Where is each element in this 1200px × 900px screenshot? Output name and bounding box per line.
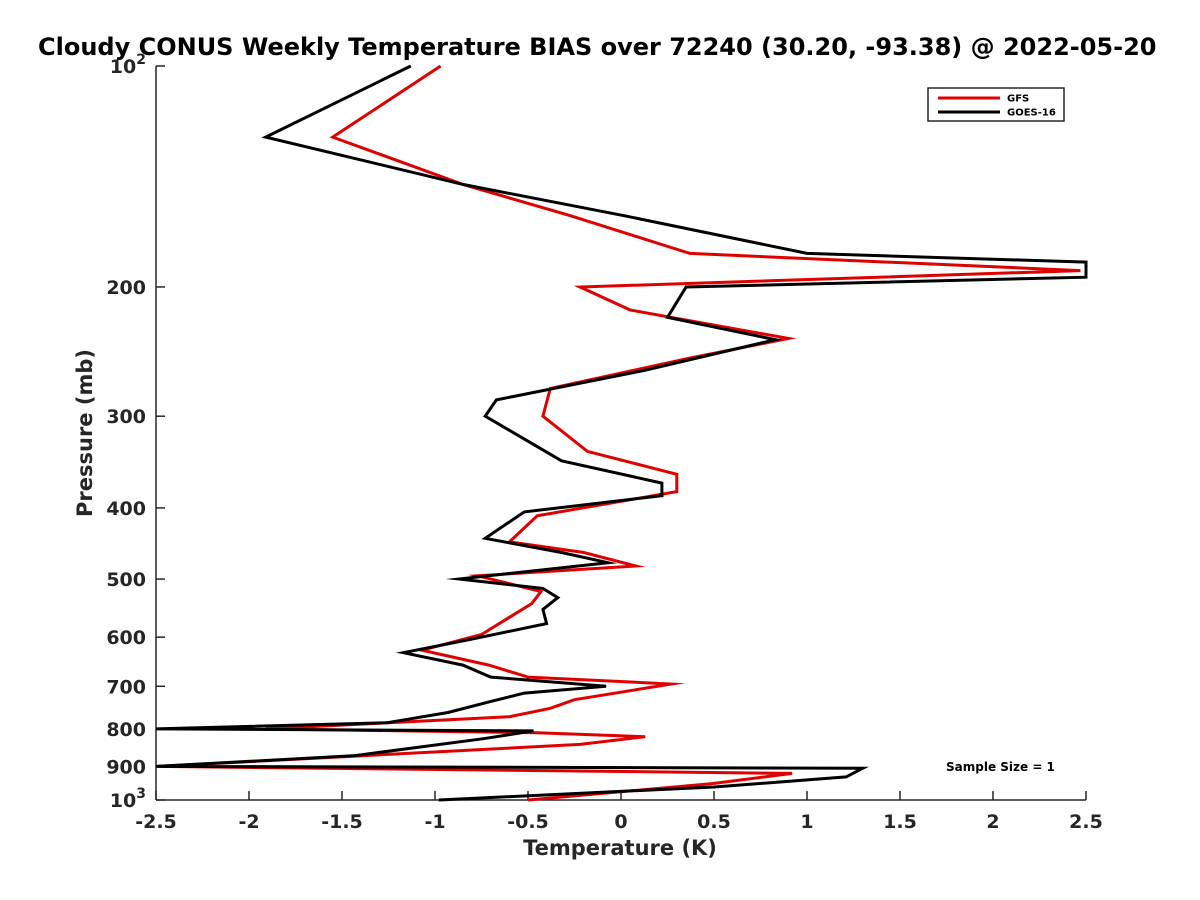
x-tick-label: 0.5 <box>697 811 731 833</box>
y-tick-label: 300 <box>106 406 146 428</box>
legend-label: GFS <box>1007 94 1029 105</box>
x-tick-label: -0.5 <box>507 811 549 833</box>
x-tick-label: -2.5 <box>135 811 177 833</box>
series-line-goes-16 <box>155 64 1088 802</box>
y-tick-label: 102 <box>110 52 146 78</box>
x-tick-label: 1.5 <box>883 811 917 833</box>
series-layer <box>155 64 1088 802</box>
chart-title: Cloudy CONUS Weekly Temperature BIAS ove… <box>38 33 1156 61</box>
y-tick-label: 600 <box>106 627 146 649</box>
y-tick-label: 800 <box>106 719 146 741</box>
axes-layer: -2.5 -2 -1.5 -1 -0.5 0 0.5 1 1.5 2 2.5 102 200 300 400… <box>106 52 1103 833</box>
series-line-gfs <box>157 64 1081 802</box>
x-tick-label: 1 <box>800 811 813 833</box>
x-tick-label: -2 <box>238 811 259 833</box>
y-tick-label: 900 <box>106 756 146 778</box>
legend: GFS GOES-16 <box>927 87 1065 122</box>
legend-box <box>927 87 1065 122</box>
x-tick-label: 0 <box>614 811 627 833</box>
y-tick-label: 400 <box>106 498 146 520</box>
y-axis-label: Pressure (mb) <box>73 349 97 517</box>
y-tick-label: 700 <box>106 676 146 698</box>
sample-size-annotation: Sample Size = 1 <box>946 760 1055 774</box>
y-tick-label: 103 <box>110 786 146 812</box>
x-tick-label: -1.5 <box>321 811 363 833</box>
x-tick-label: 2 <box>986 811 999 833</box>
y-tick-label: 500 <box>106 569 146 591</box>
x-tick-label: -1 <box>424 811 445 833</box>
x-tick-label: 2.5 <box>1069 811 1103 833</box>
legend-label: GOES-16 <box>1007 108 1056 119</box>
x-axis-label: Temperature (K) <box>523 836 717 860</box>
y-tick-label: 200 <box>106 277 146 299</box>
